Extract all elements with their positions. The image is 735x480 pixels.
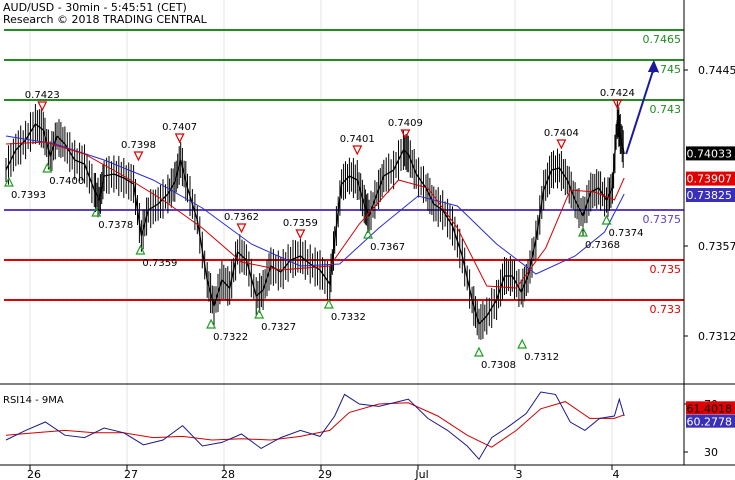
low-marker-label: 0.7308 <box>481 360 516 371</box>
low-marker-label: 0.7393 <box>11 190 46 201</box>
pivot-label: 0.743 <box>650 103 682 116</box>
low-marker <box>601 214 612 225</box>
ma-fast-line <box>5 141 625 289</box>
low-marker-label: 0.7332 <box>331 312 366 323</box>
low-marker-label: 0.7322 <box>213 332 248 343</box>
rsi-value-label: 60.2778 <box>687 416 733 429</box>
price-value-label: 0.73825 <box>687 189 733 202</box>
price-value-label: 0.74033 <box>687 147 733 160</box>
pivot-label: 0.7465 <box>643 33 682 46</box>
price-tick-label: 0.7445 <box>698 64 735 77</box>
date-tick-label: 3 <box>516 468 523 480</box>
date-tick-label: Jul <box>414 468 428 480</box>
low-marker <box>3 176 14 187</box>
forecast-arrow-head <box>647 60 659 72</box>
low-marker <box>473 346 484 357</box>
date-tick-label: 26 <box>27 468 41 480</box>
low-marker <box>206 318 217 329</box>
high-marker <box>236 223 247 234</box>
low-marker <box>517 338 528 349</box>
forecast-arrow-shaft <box>625 67 655 155</box>
high-marker <box>556 139 567 150</box>
rsi-ma-line <box>5 401 625 448</box>
high-marker-label: 0.7362 <box>224 212 259 223</box>
high-marker <box>133 151 144 162</box>
high-marker <box>174 133 185 144</box>
low-marker-label: 0.7378 <box>98 220 133 231</box>
date-tick-label: 4 <box>613 468 620 480</box>
pivot-label: 0.733 <box>650 303 682 316</box>
low-marker <box>578 226 588 237</box>
low-marker-label: 0.7400 <box>49 176 84 187</box>
rsi-line <box>5 391 625 461</box>
header-title: AUD/USD - 30min - 5:45:51 (CET) <box>3 1 187 14</box>
date-tick-label: 27 <box>124 468 138 480</box>
low-marker-label: 0.7327 <box>261 322 296 333</box>
low-marker-label: 0.7367 <box>370 242 405 253</box>
date-tick-label: 28 <box>221 468 235 480</box>
rsi-tick-label: 30 <box>704 446 718 459</box>
low-marker <box>42 162 53 173</box>
date-axis: 26 27 28 29 Jul 3 4 <box>27 465 620 480</box>
swing-markers: 0.7423 0.7398 0.7407 0.7362 0.7359 0.7401 0.74… <box>3 88 644 371</box>
low-marker <box>323 298 334 309</box>
price-value-label-bg <box>686 188 735 202</box>
low-marker-label: 0.7374 <box>609 228 644 239</box>
grid <box>29 0 613 465</box>
price-tick-label: 0.7357 <box>698 240 735 253</box>
low-marker <box>363 228 374 239</box>
moving-averages <box>5 135 625 289</box>
high-marker <box>295 229 306 240</box>
high-marker-label: 0.7423 <box>25 90 60 101</box>
date-tick-label: 29 <box>318 468 332 480</box>
high-marker-label: 0.7398 <box>121 140 156 151</box>
high-marker-label: 0.7407 <box>162 122 197 133</box>
high-marker-label: 0.7359 <box>283 218 318 229</box>
low-marker-label: 0.7312 <box>524 352 559 363</box>
high-marker-label: 0.7401 <box>340 134 375 145</box>
price-series <box>5 101 625 340</box>
ma-slow-line <box>5 135 625 275</box>
rsi-value-label-bg <box>686 401 735 415</box>
price-axis: 0.7445 0.7357 0.7312 0.74033 0.73907 0.73825 <box>0 0 735 466</box>
low-marker <box>91 206 102 217</box>
header-copyright: Research © 2018 TRADING CENTRAL <box>3 13 208 26</box>
high-marker-label: 0.7409 <box>388 118 423 129</box>
price-value-label-bg <box>686 146 735 161</box>
pivot-label: 0.7375 <box>643 213 682 226</box>
price-tick-label: 0.7312 <box>698 330 735 343</box>
high-marker <box>400 129 411 140</box>
high-marker <box>37 101 48 112</box>
rsi-value-label: 61.4018 <box>687 402 733 415</box>
price-value-label-bg <box>686 171 735 186</box>
pivot-label: 0.735 <box>650 263 682 276</box>
high-marker <box>612 99 623 110</box>
rsi-value-label-bg <box>686 414 735 428</box>
forecast-arrow <box>625 60 659 155</box>
pivot-label: 0.745 <box>650 63 682 76</box>
indicator-title: RSI14 - 9MA <box>3 395 64 406</box>
price-value-label: 0.73907 <box>687 173 733 186</box>
low-marker-label: 0.7368 <box>585 240 620 251</box>
high-marker-label: 0.7404 <box>544 128 579 139</box>
high-marker <box>352 145 363 156</box>
low-marker <box>135 244 146 255</box>
low-marker <box>254 308 265 319</box>
high-marker-label: 0.7424 <box>600 88 635 99</box>
low-marker-label: 0.7359 <box>142 258 177 269</box>
